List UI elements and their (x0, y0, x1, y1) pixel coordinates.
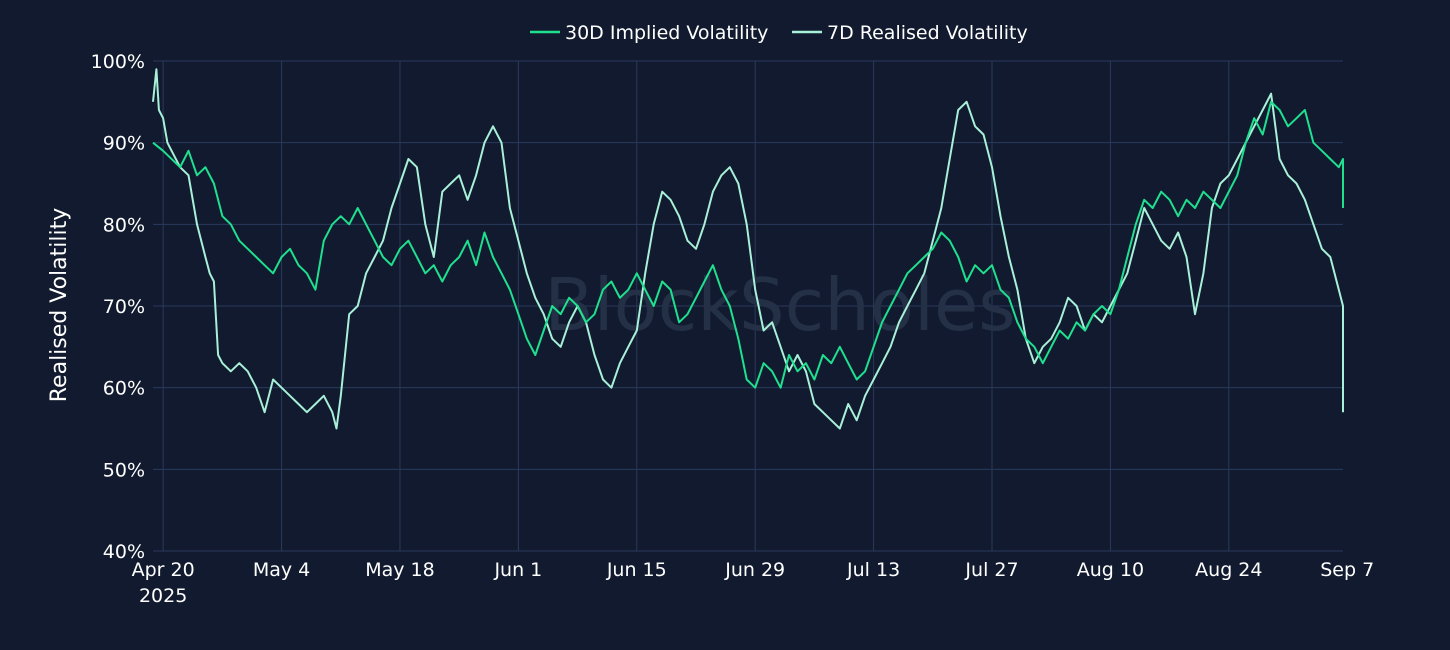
y-tick-label: 80% (103, 214, 145, 236)
legend-item-implied[interactable]: 30D Implied Volatility (530, 22, 768, 44)
x-tick-label: Apr 20 (132, 559, 195, 581)
legend-label-realised: 7D Realised Volatility (827, 22, 1028, 44)
x-tick-label: Jun 29 (724, 559, 785, 581)
legend-label-implied: 30D Implied Volatility (565, 22, 768, 44)
y-axis-title: Realised Volatility (47, 208, 72, 403)
legend-item-realised[interactable]: 7D Realised Volatility (792, 22, 1028, 44)
series-line-implied-volatility (152, 100, 1344, 389)
x-tick-label: Aug 10 (1077, 559, 1144, 581)
y-tick-label: 60% (103, 378, 145, 400)
x-tick-label: May 4 (253, 559, 310, 581)
y-tick-label: 90% (103, 133, 145, 155)
x-tick-label: Jun 15 (606, 559, 667, 581)
y-tick-label: 100% (91, 51, 145, 73)
y-tick-label: 70% (103, 296, 145, 318)
x-axis: Apr 20 May 4 May 18 Jun 1 Jun 15 Jun 29 Jul 13… (132, 559, 1375, 607)
x-tick-label: Jul 13 (846, 559, 900, 581)
x-tick-label: May 18 (365, 559, 435, 581)
x-tick-label: Aug 24 (1195, 559, 1262, 581)
x-tick-label: Jun 1 (493, 559, 542, 581)
x-tick-year-label: 2025 (139, 585, 187, 607)
legend: 30D Implied Volatility 7D Realised Volat… (530, 22, 1028, 44)
y-axis: 40% 50% 60% 70% 80% 90% 100% (91, 51, 145, 563)
series-line-realised-volatility (152, 68, 1344, 430)
series-layer (152, 68, 1344, 430)
y-tick-label: 40% (103, 541, 145, 563)
y-tick-label: 50% (103, 459, 145, 481)
x-tick-label: Jul 27 (964, 559, 1018, 581)
x-tick-label: Sep 7 (1320, 559, 1374, 581)
watermark-text: BlockScholes (544, 263, 1016, 347)
grid-layer (153, 60, 1343, 552)
